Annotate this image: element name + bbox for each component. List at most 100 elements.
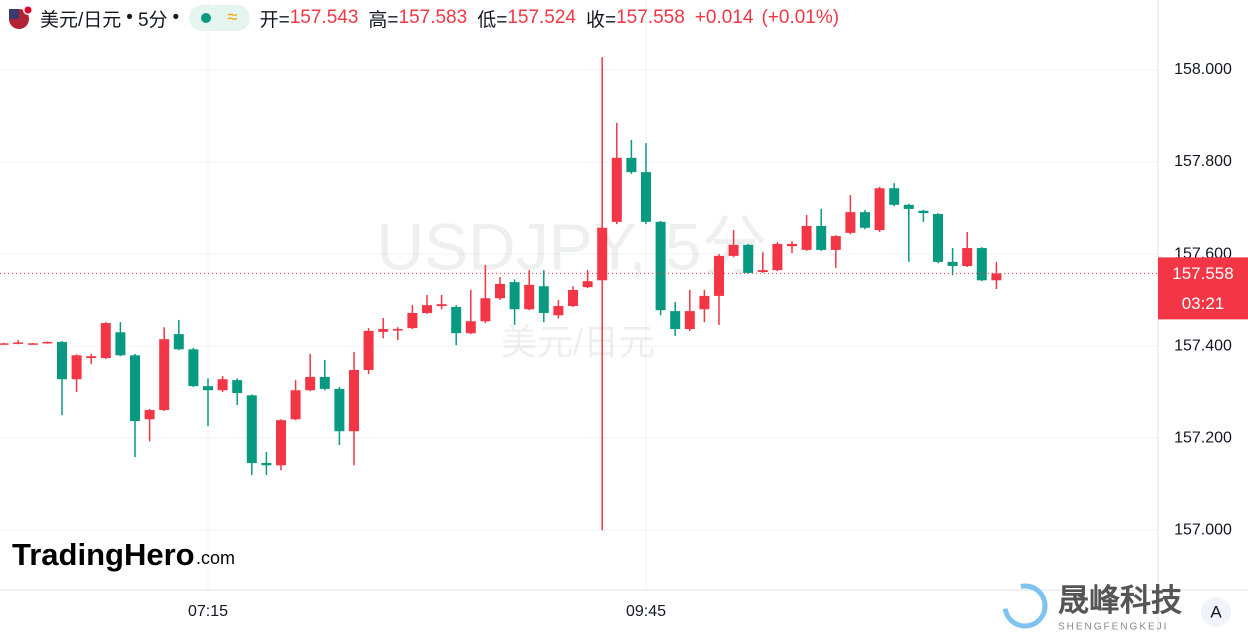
- candle-body: [553, 306, 564, 316]
- candle-body: [261, 462, 272, 466]
- candle-body: [684, 311, 695, 330]
- candle-body: [71, 355, 82, 380]
- candle-body: [86, 356, 97, 359]
- price-tag-value: 157.558: [1172, 264, 1233, 283]
- interval[interactable]: 5分: [137, 9, 168, 31]
- candle-body: [641, 172, 651, 222]
- candle-body: [495, 283, 505, 299]
- candle-body: [276, 420, 286, 466]
- watermark-name: 美元/日元: [501, 322, 655, 363]
- candle-body: [334, 388, 345, 432]
- price-tag: [1158, 257, 1248, 320]
- close-label: 收=: [586, 9, 617, 31]
- candle-body: [816, 225, 827, 250]
- low-label: 低=: [477, 9, 508, 31]
- x-tick-label: 09:45: [626, 603, 666, 620]
- candle-body: [188, 349, 199, 387]
- candle-body: [436, 304, 447, 307]
- candle-body: [860, 212, 870, 228]
- candle-body: [363, 330, 374, 371]
- candle-body: [524, 284, 535, 310]
- candle-body: [42, 341, 53, 344]
- candle-body: [728, 244, 739, 256]
- separator: •: [172, 7, 180, 28]
- high-value: 157.583: [398, 7, 468, 28]
- brand-name: TradingHero: [12, 537, 195, 572]
- y-tick-label: 157.400: [1174, 337, 1232, 354]
- candle-body: [582, 281, 593, 288]
- grid: [0, 0, 1158, 590]
- x-tick-label: 07:15: [188, 603, 228, 620]
- y-tick-label: 157.800: [1174, 153, 1232, 170]
- logo-sub: SHENGFENGKEJI: [1058, 622, 1168, 632]
- candle-body: [918, 210, 929, 214]
- candle-body: [757, 270, 768, 272]
- candle-body: [290, 390, 301, 420]
- candle-body: [699, 295, 710, 310]
- candle-body: [407, 312, 418, 329]
- price-tag-countdown: 03:21: [1182, 294, 1225, 313]
- candle-body: [13, 342, 24, 344]
- candle-body: [801, 225, 812, 250]
- candle-body: [787, 243, 797, 247]
- candle-body: [597, 227, 608, 281]
- delay-icon: ≈: [227, 7, 238, 28]
- symbol[interactable]: 美元/日元: [40, 9, 122, 31]
- candle-body: [246, 395, 257, 463]
- candle-body: [626, 157, 637, 173]
- candle-body: [947, 261, 958, 267]
- candle-body: [378, 329, 389, 332]
- open-label: 开=: [259, 9, 290, 31]
- candle-body: [568, 289, 578, 307]
- open-value: 157.543: [289, 7, 359, 28]
- brand-suffix: .com: [196, 548, 235, 568]
- candle-body: [173, 334, 184, 350]
- candle-body: [991, 273, 1002, 281]
- candle-body: [743, 244, 754, 273]
- candle-body: [319, 376, 330, 389]
- candle-body: [874, 188, 885, 231]
- candle-body: [232, 380, 243, 394]
- candle-body: [655, 221, 666, 311]
- candle-body: [159, 339, 170, 411]
- candle-body: [392, 329, 403, 331]
- candle-body: [889, 188, 900, 205]
- y-tick-label: 157.000: [1174, 521, 1232, 538]
- auto-button[interactable]: [1201, 597, 1231, 627]
- change-pct: (+0.01%): [761, 7, 840, 28]
- candle-body: [772, 243, 783, 271]
- y-tick-label: 157.200: [1174, 429, 1232, 446]
- candle-body: [670, 311, 681, 330]
- logo-name: 晟峰科技: [1058, 583, 1182, 618]
- candle-body: [933, 214, 943, 262]
- candle-body: [57, 341, 67, 380]
- candle-body: [27, 343, 38, 345]
- watermark-ticker: USDJPY, 5分: [376, 209, 767, 283]
- market-dot: [201, 13, 212, 23]
- auto-button-label[interactable]: A: [1210, 602, 1222, 621]
- candle-body: [203, 386, 213, 391]
- candle-body: [845, 212, 856, 233]
- candle-body: [538, 286, 549, 313]
- candle-body: [349, 370, 359, 432]
- separator: •: [126, 7, 133, 28]
- candle-body: [509, 282, 520, 310]
- candle-body: [465, 321, 476, 334]
- candle-body: [115, 332, 126, 356]
- candle-body: [130, 355, 140, 422]
- candle-body: [217, 379, 228, 391]
- candle-body: [422, 305, 432, 313]
- candle-body: [714, 255, 724, 296]
- candle-body: [100, 323, 111, 359]
- candle-body: [903, 204, 914, 209]
- close-value: 157.558: [616, 7, 685, 28]
- status-pill[interactable]: ≈: [189, 5, 250, 31]
- candle-body: [451, 306, 462, 334]
- candle-body: [305, 376, 316, 391]
- header: 美元/日元 • 5分 • ≈ 开= 157.543 高= 157.583 低= 157…: [0, 0, 839, 36]
- candle-body: [144, 410, 155, 420]
- candle-body: [0, 343, 9, 345]
- change: +0.014: [694, 7, 754, 28]
